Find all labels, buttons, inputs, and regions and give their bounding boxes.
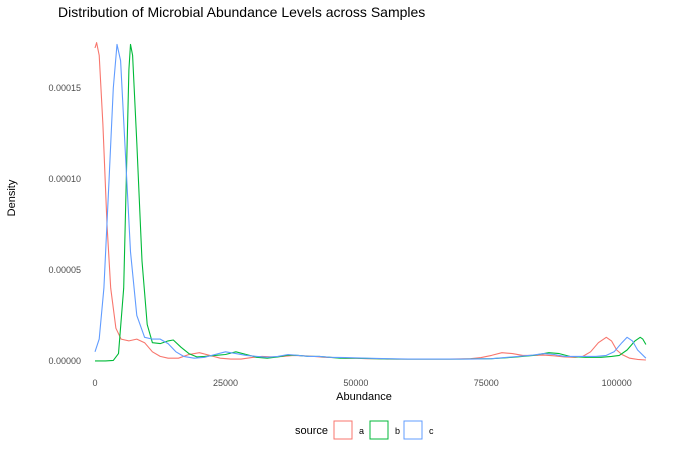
y-axis-title: Density [6, 179, 18, 216]
y-tick-label: 0.00015 [48, 83, 81, 93]
y-tick-label: 0.00000 [48, 356, 81, 366]
y-tick-label: 0.00005 [48, 265, 81, 275]
legend-label-a: a [359, 426, 364, 436]
x-axis-ticks: 0 25000 50000 75000 100000 [93, 378, 632, 388]
y-axis-ticks: 0.00000 0.00005 0.00010 0.00015 [48, 83, 81, 366]
legend-key-b [369, 420, 389, 440]
density-lines [94, 42, 647, 362]
x-tick-label: 100000 [602, 378, 632, 388]
legend-key-c [403, 420, 423, 440]
chart-title: Distribution of Microbial Abundance Leve… [58, 4, 425, 20]
x-tick-label: 50000 [343, 378, 368, 388]
x-axis-title: Abundance [336, 391, 392, 403]
legend-title: source [295, 425, 328, 437]
legend: source a b c [295, 420, 434, 440]
x-tick-label: 75000 [474, 378, 499, 388]
legend-key-a [333, 420, 353, 440]
x-tick-label: 0 [93, 378, 98, 388]
density-line-c [94, 43, 647, 360]
x-tick-label: 25000 [213, 378, 238, 388]
y-tick-label: 0.00010 [48, 174, 81, 184]
legend-label-c: c [429, 426, 434, 436]
legend-label-b: b [395, 426, 400, 436]
